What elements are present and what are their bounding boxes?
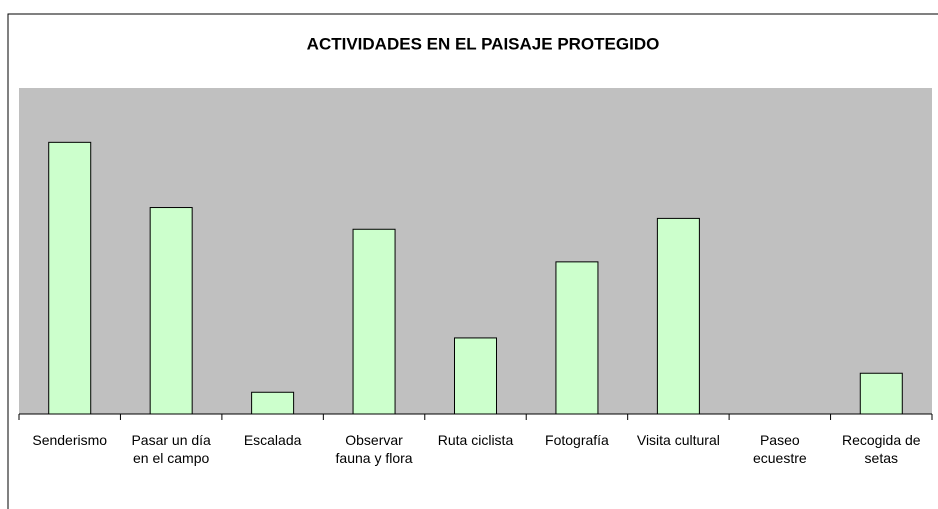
- x-tick-label: Visita cultural: [636, 432, 720, 448]
- bar: [251, 391, 295, 415]
- chart-title: ACTIVIDADES EN EL PAISAJE PROTEGIDO: [307, 34, 660, 53]
- bar: [48, 141, 92, 415]
- x-tick-label: Escalada: [243, 432, 302, 448]
- x-tick-label: Recogida de setas: [841, 432, 921, 466]
- x-tick-label: Ruta ciclista: [437, 432, 514, 448]
- x-tick-label: Fotografía: [545, 432, 609, 448]
- bar: [454, 337, 497, 415]
- bar: [656, 217, 700, 415]
- bar: [555, 261, 599, 415]
- bar: [352, 228, 396, 415]
- x-tick-label: Paseo ecuestre: [752, 432, 807, 466]
- bar: [859, 372, 903, 415]
- x-tick-label: Pasar un día en el campo: [131, 432, 211, 466]
- x-tick-label: Senderismo: [32, 432, 108, 448]
- x-tick-label: Observar fauna y flora: [335, 432, 413, 466]
- bar: [149, 207, 193, 415]
